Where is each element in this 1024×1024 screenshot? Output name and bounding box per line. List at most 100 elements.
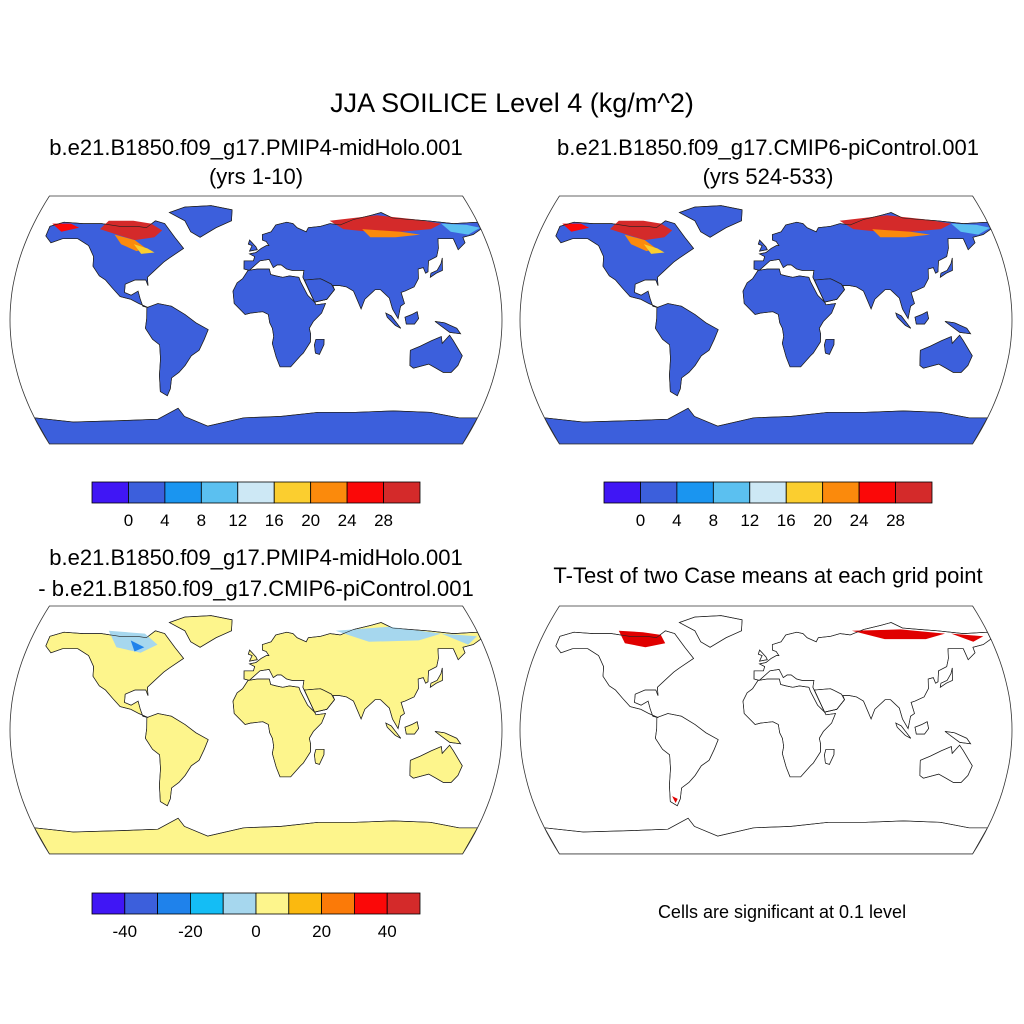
colorbar-tick-label: 28 xyxy=(374,511,393,530)
landmass-japan xyxy=(939,667,953,689)
colorbar-tick-label: 24 xyxy=(338,511,357,530)
landmass-antarctic xyxy=(543,817,989,854)
colorbar-box xyxy=(255,892,290,915)
colorbar-midholo: 0 4 8 12 16 20 24 28 xyxy=(91,481,421,530)
ice-patch-2 xyxy=(643,244,665,254)
panel2-subtitle: (yrs 524-533) xyxy=(702,164,834,189)
landmass-southAmerica xyxy=(655,713,719,807)
colorbar-tick-label: 28 xyxy=(886,511,905,530)
colorbar-tick-label: 20 xyxy=(813,511,832,530)
colorbar-box xyxy=(603,481,641,504)
colorbar-box xyxy=(895,481,933,504)
landmass-antarctic xyxy=(543,407,989,444)
colorbar-box xyxy=(124,892,158,915)
landmass-antarctic xyxy=(33,817,479,854)
colorbar-tick-label: 0 xyxy=(636,511,645,530)
landmass-borneo xyxy=(404,311,419,325)
landmass-africa xyxy=(742,678,837,778)
landmass-greenland xyxy=(678,205,743,238)
landmass-japan xyxy=(939,257,953,279)
landmass-northAmerica xyxy=(45,630,185,718)
colorbar-tick-label: -20 xyxy=(178,922,203,941)
landmass-uk xyxy=(247,239,258,252)
landmass-greenland xyxy=(678,615,743,648)
diff-patch-1 xyxy=(130,640,145,652)
landmass-southAmerica xyxy=(145,303,209,397)
significant-cells-3 xyxy=(672,796,678,803)
colorbar-picontrol: 0 4 8 12 16 20 24 28 xyxy=(603,481,933,530)
globe-outline xyxy=(9,605,503,855)
colorbar-tick-label: 8 xyxy=(197,511,206,530)
colorbar-box xyxy=(712,481,751,504)
main-title: JJA SOILICE Level 4 (kg/m^2) xyxy=(330,88,694,118)
landmass-uk xyxy=(757,649,768,662)
ice-patch-5 xyxy=(951,223,991,235)
colorbar-tick-label: 0 xyxy=(124,511,133,530)
diff-patch-3 xyxy=(441,633,477,645)
map-panel-ttest xyxy=(519,605,1013,855)
colorbar-tick-label: -40 xyxy=(113,922,138,941)
colorbar-box xyxy=(200,481,239,504)
ice-patch-4 xyxy=(872,229,931,238)
ice-patch-6 xyxy=(52,223,80,232)
colorbar-box xyxy=(676,481,714,504)
colorbar-tick-label: 20 xyxy=(301,511,320,530)
colorbar-box xyxy=(858,481,896,504)
colorbar-tick-label: 12 xyxy=(740,511,759,530)
globe-outline xyxy=(519,605,1013,855)
ice-patch-6 xyxy=(562,223,590,232)
panel2-title: b.e21.B1850.f09_g17.CMIP6-piControl.001 xyxy=(557,135,979,160)
colorbar-box xyxy=(222,892,257,915)
colorbar-box xyxy=(310,481,348,504)
landmass-antarctic xyxy=(33,407,479,444)
colorbar-box xyxy=(288,892,323,915)
ice-patch-3 xyxy=(329,215,442,232)
landmass-uk xyxy=(247,649,258,662)
colorbar-box xyxy=(749,481,787,504)
colorbar-tick-label: 40 xyxy=(378,922,397,941)
landmass-newGuinea xyxy=(944,731,972,745)
landmass-greenland xyxy=(168,205,233,238)
colorbar-box xyxy=(91,892,126,915)
colorbar-box xyxy=(346,481,384,504)
landmass-japan xyxy=(429,667,443,689)
colorbar-tick-label: 4 xyxy=(672,511,681,530)
colorbar-box xyxy=(128,481,166,504)
colorbar-box xyxy=(353,892,388,915)
map-panel-midholo xyxy=(9,195,503,445)
colorbar-box xyxy=(157,892,191,915)
colorbar-tick-label: 8 xyxy=(709,511,718,530)
colorbar-box xyxy=(785,481,824,504)
colorbar-box xyxy=(321,892,355,915)
landmass-newGuinea xyxy=(434,731,462,745)
colorbar-box xyxy=(640,481,678,504)
colorbar-box xyxy=(273,481,312,504)
panel4-title: T-Test of two Case means at each grid po… xyxy=(553,563,983,588)
landmass-newGuinea xyxy=(944,321,972,335)
landmass-southAmerica xyxy=(145,713,209,807)
colorbar-tick-label: 16 xyxy=(265,511,284,530)
landmass-newGuinea xyxy=(434,321,462,335)
map-panel-picontrol xyxy=(519,195,1013,445)
colorbar-tick-label: 12 xyxy=(228,511,247,530)
landmass-borneo xyxy=(914,311,929,325)
colorbar-difference: -40 -20 0 20 40 xyxy=(91,892,421,941)
colorbar-box xyxy=(91,481,129,504)
colorbar-box xyxy=(383,481,421,504)
colorbar-tick-label: 24 xyxy=(850,511,869,530)
landmass-southAmerica xyxy=(655,303,719,397)
colorbar-tick-label: 16 xyxy=(777,511,796,530)
landmass-borneo xyxy=(404,721,419,735)
diff-patch-2 xyxy=(335,626,442,642)
colorbar-tick-label: 20 xyxy=(312,922,331,941)
colorbar-box xyxy=(164,481,202,504)
globe-outline xyxy=(519,195,1013,445)
significance-note: Cells are significant at 0.1 level xyxy=(657,902,907,922)
globe-outline xyxy=(9,195,503,445)
map-panel-difference xyxy=(9,605,503,855)
significant-cells-1 xyxy=(851,629,945,640)
landmass-borneo xyxy=(914,721,929,735)
colorbar-box xyxy=(822,481,860,504)
colorbar-box xyxy=(386,892,421,915)
colorbar-box xyxy=(190,892,224,915)
